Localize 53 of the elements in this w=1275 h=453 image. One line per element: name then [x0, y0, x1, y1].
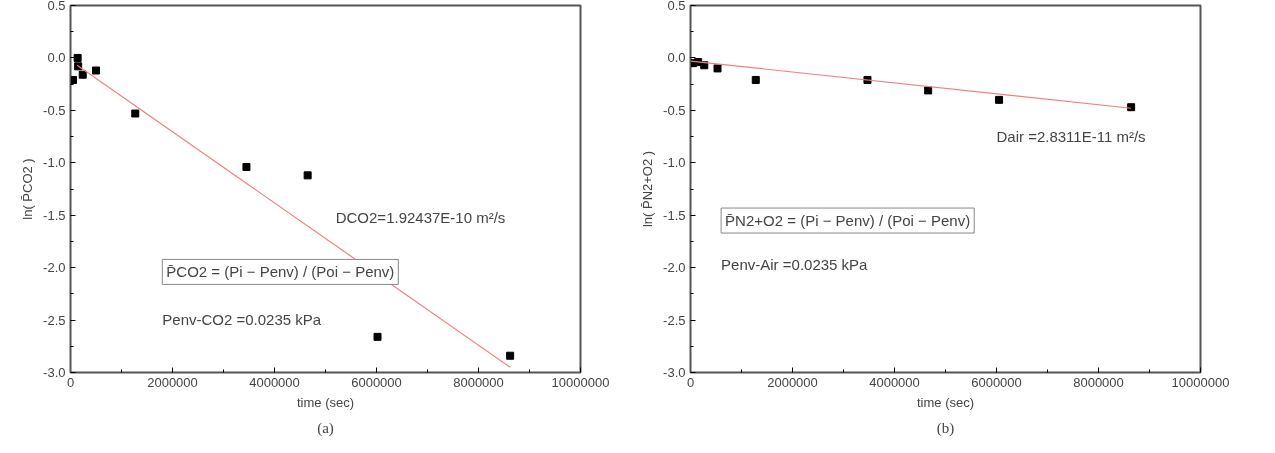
point: [303, 171, 312, 180]
y-tick-label: -2.5: [663, 312, 686, 328]
point: [242, 162, 251, 171]
y-tick-label: -1.0: [43, 155, 66, 171]
point: [924, 86, 933, 95]
annotation: Penv-CO2 =0.0235 kPa: [162, 311, 322, 329]
text: (a): [317, 419, 334, 437]
y-tick-label: -2.5: [43, 312, 66, 328]
x-axis-title: time (sec): [916, 394, 975, 410]
point: [373, 332, 382, 341]
x-tick-label: 2000000: [147, 374, 198, 390]
y-tick-label: -3.0: [663, 365, 686, 380]
point: [131, 109, 140, 118]
y-axis-title: ln( P̄CO2 ): [20, 158, 36, 220]
y-tick-label: -1.5: [43, 207, 66, 223]
y-tick-label: -2.0: [663, 260, 686, 276]
point: [995, 95, 1004, 104]
x-tick-label: 2000000: [767, 374, 818, 390]
point: [78, 70, 87, 79]
annotation: DCO2=1.92437E-10 m²/s: [335, 208, 506, 226]
text: (b): [936, 419, 955, 437]
point: [751, 75, 760, 84]
y-tick-label: -2.0: [43, 260, 66, 276]
point: [73, 53, 82, 62]
annotation: P̄N2+O2 = (Pi − Penv) / (Poi − Penv): [725, 212, 971, 230]
y-tick-label: -1.5: [663, 207, 686, 223]
annotation: Dair =2.8311E-11 m²/s: [996, 127, 1146, 145]
annotation: Penv-Air =0.0235 kPa: [721, 256, 869, 274]
y-axis-title: ln( P̄N2+O2 ): [640, 150, 656, 228]
y-tick-label: -0.5: [663, 102, 686, 118]
x-tick-label: 4000000: [249, 374, 300, 390]
y-tick-label: 0.5: [47, 0, 66, 13]
point: [70, 75, 78, 84]
x-tick-label: 6000000: [971, 374, 1022, 390]
y-tick-label: -1.0: [663, 155, 686, 171]
y-tick-label: -3.0: [43, 365, 66, 380]
x-tick-label: 10000000: [1171, 374, 1230, 390]
y-tick-label: 0.0: [47, 50, 66, 66]
x-tick-label: 6000000: [351, 374, 402, 390]
point: [506, 351, 515, 360]
annotation: P̄CO2 = (Pi − Penv) / (Poi − Penv): [166, 263, 395, 281]
y-tick-label: -0.5: [43, 102, 66, 118]
x-tick-label: 4000000: [869, 374, 920, 390]
x-tick-label: 8000000: [1073, 374, 1124, 390]
y-tick-label: 0.5: [667, 0, 686, 13]
x-tick-label: 8000000: [453, 374, 504, 390]
point: [92, 66, 100, 75]
x-tick-label: 0: [66, 374, 75, 390]
x-tick-label: 0: [686, 374, 695, 390]
x-axis-title: time (sec): [296, 394, 355, 410]
y-tick-label: 0.0: [667, 50, 686, 66]
x-tick-label: 10000000: [551, 374, 610, 390]
point: [713, 64, 722, 73]
